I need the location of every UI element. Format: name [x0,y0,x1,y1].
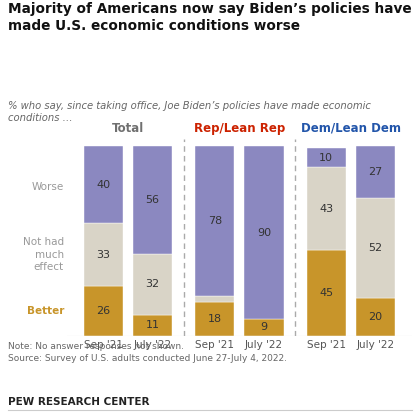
Text: Note: No answer responses not shown.
Source: Survey of U.S. adults conducted Jun: Note: No answer responses not shown. Sou… [8,342,287,363]
Bar [307,250,346,336]
Text: 26: 26 [96,306,110,316]
Bar [244,319,284,336]
Text: 20: 20 [368,312,383,322]
Text: 90: 90 [257,228,271,237]
Text: 56: 56 [145,195,160,205]
Bar [356,298,395,336]
Text: 43: 43 [319,204,333,213]
Text: 10: 10 [319,153,333,163]
Bar [307,148,346,167]
Text: Total: Total [112,122,144,135]
Bar [244,146,284,319]
Text: Better: Better [26,306,64,316]
Text: 9: 9 [260,323,268,332]
Bar [133,254,172,315]
Text: 78: 78 [207,216,222,226]
Bar [195,302,234,336]
Text: 11: 11 [145,320,160,331]
Text: 18: 18 [208,314,222,324]
Bar [356,146,395,198]
Bar [84,286,123,336]
Bar [84,146,123,223]
Text: % who say, since taking office, Joe Biden’s policies have made economic
conditio: % who say, since taking office, Joe Bide… [8,101,371,123]
Text: 27: 27 [368,167,383,177]
Text: Rep/Lean Rep: Rep/Lean Rep [194,122,285,135]
Text: PEW RESEARCH CENTER: PEW RESEARCH CENTER [8,397,150,407]
Bar [356,198,395,298]
Text: 45: 45 [319,288,333,298]
Bar [195,146,234,296]
Bar [307,167,346,250]
Bar [195,296,234,302]
Text: Dem/Lean Dem: Dem/Lean Dem [301,122,401,135]
Text: 52: 52 [368,243,383,253]
Text: 32: 32 [145,279,160,289]
Bar [133,146,172,254]
Text: Majority of Americans now say Biden’s policies have
made U.S. economic condition: Majority of Americans now say Biden’s po… [8,2,412,34]
Text: 40: 40 [96,180,110,189]
Text: Worse: Worse [32,181,64,192]
Text: 33: 33 [96,249,110,260]
Bar [84,223,123,286]
Bar [133,315,172,336]
Text: Not had
much
effect: Not had much effect [23,237,64,272]
